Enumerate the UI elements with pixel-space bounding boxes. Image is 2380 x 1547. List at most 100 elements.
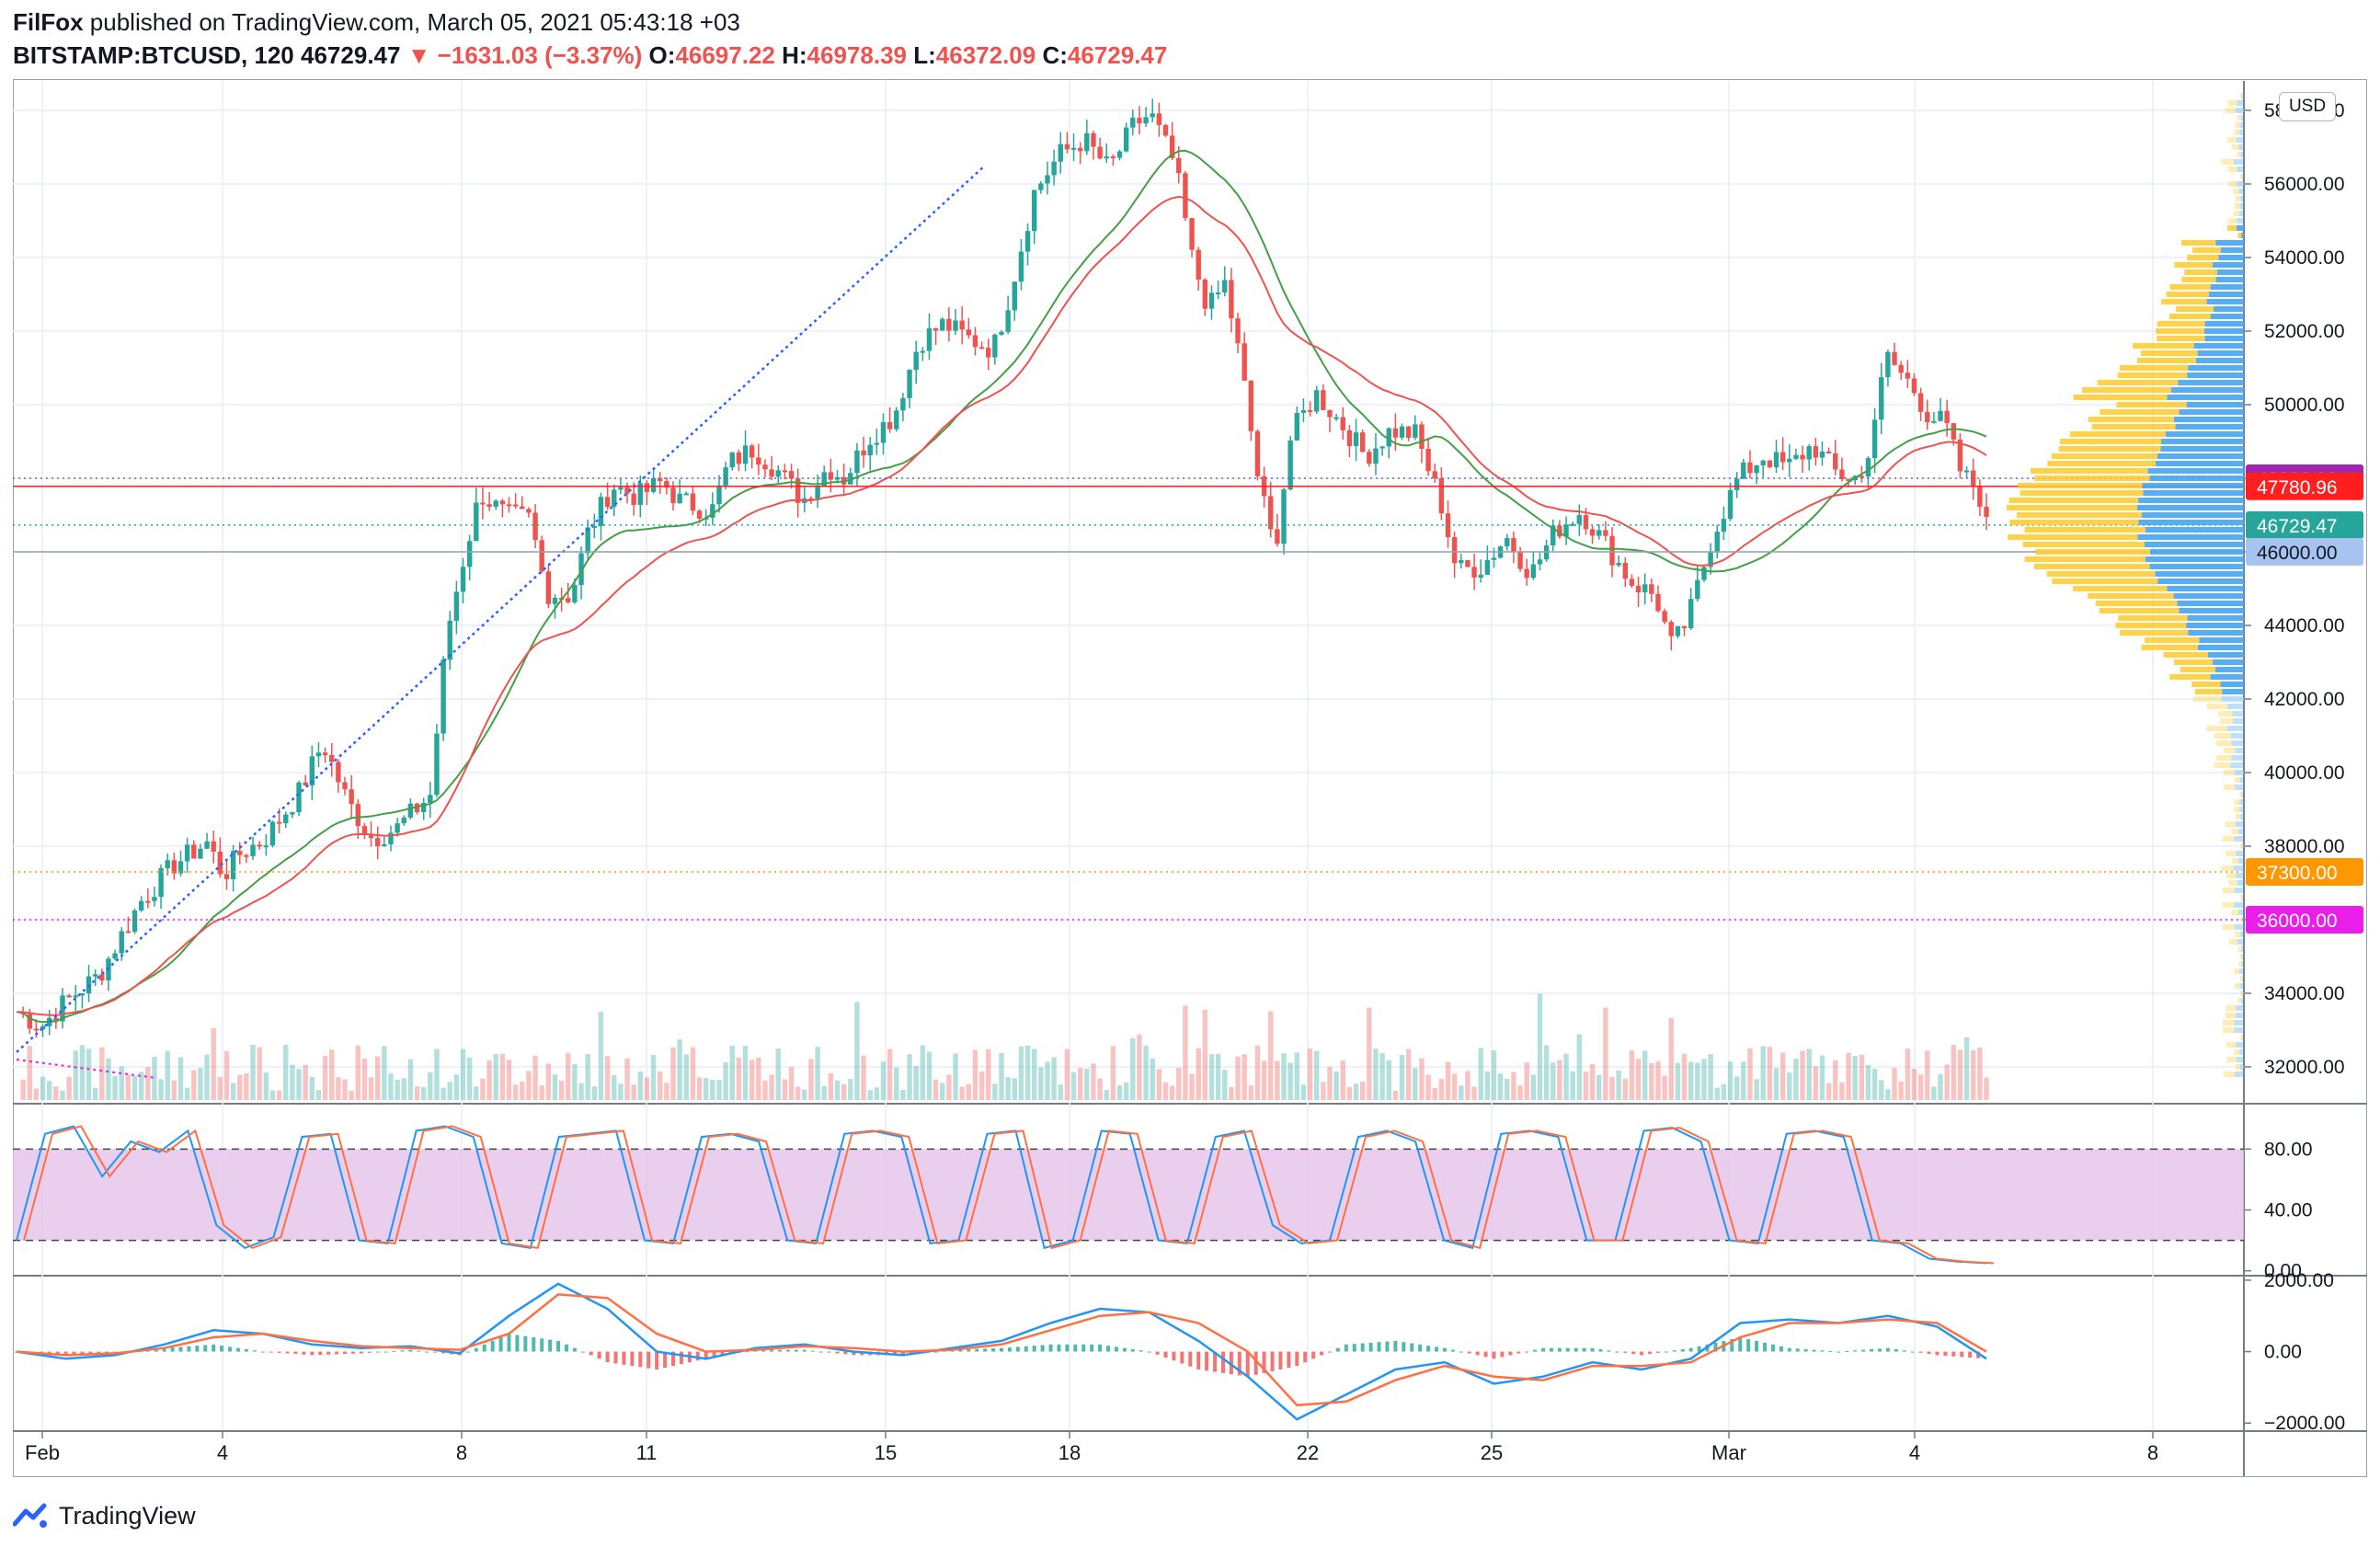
- volume-bar: [1491, 1049, 1497, 1100]
- candle-body: [1183, 173, 1188, 219]
- time-axis-label: 18: [1058, 1441, 1081, 1464]
- volume-bar: [683, 1054, 689, 1100]
- volume-bar: [978, 1071, 985, 1100]
- macd-histogram-bar: [1106, 1346, 1111, 1352]
- volume-bar: [1432, 1087, 1437, 1100]
- volume-bar: [132, 1075, 138, 1100]
- tradingview-logo[interactable]: TradingView: [13, 1497, 196, 1534]
- volume-bar: [368, 1077, 374, 1100]
- volume-bar: [1865, 1065, 1871, 1100]
- volume-profile-up: [2234, 924, 2244, 930]
- macd-histogram-bar: [47, 1351, 51, 1355]
- candle-body: [441, 659, 446, 734]
- candle-body: [736, 452, 742, 464]
- volume-bar: [1852, 1056, 1858, 1100]
- volume-bar: [1451, 1073, 1458, 1100]
- volume-bar: [1031, 1049, 1037, 1100]
- macd-histogram-bar: [417, 1350, 421, 1352]
- macd-histogram-bar: [967, 1348, 971, 1352]
- macd-histogram-bar: [425, 1351, 429, 1353]
- volume-bar: [20, 1079, 26, 1100]
- volume-profile-down: [2223, 770, 2236, 775]
- volume-profile-up: [2207, 652, 2244, 658]
- open-label: O:: [648, 41, 676, 69]
- volume-bar: [1622, 1078, 1629, 1100]
- volume-profile-down: [2035, 549, 2151, 555]
- candle-body: [1662, 611, 1667, 623]
- volume-bar: [1563, 1053, 1569, 1100]
- volume-profile-up: [2213, 306, 2244, 312]
- volume-profile-down: [2091, 424, 2176, 430]
- candle-body: [710, 504, 715, 518]
- volume-bar: [1668, 1018, 1674, 1100]
- volume-profile-down: [2160, 299, 2207, 304]
- candle-body: [1137, 118, 1142, 124]
- macd-histogram-bar: [302, 1351, 306, 1355]
- candle-body: [520, 506, 525, 510]
- volume-bar: [1340, 1060, 1345, 1100]
- volume-bar: [1524, 1062, 1529, 1100]
- volume-bar: [1754, 1079, 1759, 1100]
- volume-profile-down: [2234, 799, 2240, 805]
- volume-bar: [1229, 1086, 1234, 1100]
- volume-profile-up: [2137, 534, 2244, 540]
- candle-body: [211, 841, 216, 852]
- volume-bar: [1603, 1007, 1608, 1100]
- macd-histogram-bar: [269, 1351, 273, 1353]
- volume-profile-up: [2155, 461, 2244, 466]
- candle-body: [466, 541, 473, 567]
- volume-bar: [867, 1090, 873, 1100]
- volume-profile-up: [2186, 402, 2244, 407]
- macd-histogram-bar: [1163, 1351, 1168, 1358]
- volume-bar: [1392, 1090, 1399, 1100]
- macd-histogram-bar: [310, 1351, 315, 1356]
- candle-body: [1235, 318, 1241, 344]
- macd-histogram-bar: [1483, 1351, 1488, 1358]
- candle-body: [1058, 143, 1063, 162]
- volume-bar: [1511, 1071, 1516, 1100]
- candle-body: [1859, 476, 1865, 478]
- volume-bar: [723, 1062, 728, 1100]
- candle-body: [506, 504, 512, 507]
- volume-bar: [1287, 1062, 1293, 1100]
- volume-bar: [558, 1081, 565, 1100]
- macd-histogram-bar: [1368, 1342, 1373, 1352]
- price-axis-label: 56000.00: [2264, 174, 2345, 195]
- volume-profile-down: [2192, 696, 2222, 702]
- candle-body: [966, 329, 972, 336]
- candle-body: [1307, 409, 1313, 412]
- candle-body: [1589, 529, 1596, 536]
- macd-histogram-bar: [597, 1351, 601, 1359]
- candle-body: [132, 910, 138, 933]
- stochastic-axis-label: 40.00: [2264, 1200, 2313, 1221]
- symbol-label[interactable]: BITSTAMP:BTCUSD, 120: [13, 41, 294, 69]
- macd-histogram-bar: [1565, 1347, 1570, 1352]
- volume-bar: [848, 1079, 853, 1100]
- macd-histogram-bar: [1467, 1351, 1471, 1354]
- candle-body: [1451, 537, 1458, 564]
- macd-histogram-bar: [1048, 1344, 1053, 1352]
- macd-histogram-bar: [1640, 1351, 1644, 1356]
- macd-histogram-bar: [1549, 1347, 1553, 1352]
- author-name[interactable]: FilFox: [13, 8, 84, 36]
- volume-bar: [1484, 1071, 1491, 1100]
- macd-histogram-bar: [1213, 1351, 1218, 1372]
- volume-profile-down: [2237, 998, 2242, 1003]
- volume-profile-down: [2240, 917, 2243, 922]
- volume-bar: [177, 1057, 184, 1100]
- volume-bar: [1333, 1071, 1339, 1100]
- volume-bar: [361, 1058, 368, 1100]
- macd-histogram-bar: [1680, 1348, 1685, 1352]
- volume-profile-down: [2133, 343, 2194, 349]
- macd-histogram-bar: [975, 1348, 979, 1352]
- candle-body: [1024, 231, 1031, 252]
- volume-profile-up: [2242, 1035, 2244, 1040]
- currency-button[interactable]: USD: [2279, 92, 2336, 121]
- volume-bar: [1300, 1084, 1307, 1100]
- volume-profile-up: [2234, 888, 2244, 893]
- volume-profile-down: [2191, 247, 2221, 253]
- macd-histogram-bar: [540, 1338, 544, 1352]
- volume-bar: [349, 1090, 354, 1100]
- volume-bar: [40, 1076, 46, 1100]
